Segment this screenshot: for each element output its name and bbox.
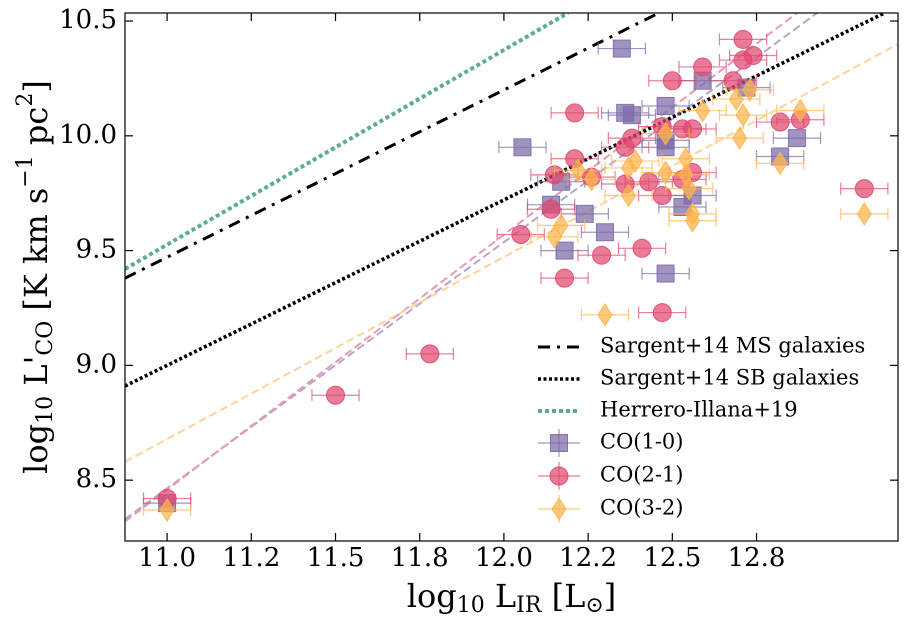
circle-marker (592, 245, 612, 265)
legend-label: Sargent+14 SB galaxies (600, 366, 859, 390)
diamond-marker (695, 98, 711, 123)
diamond-marker (684, 201, 701, 226)
square-marker (595, 223, 614, 242)
x-tick-label: 11.0 (138, 543, 196, 573)
x-tick-label: 12.2 (559, 543, 617, 573)
circle-marker (662, 71, 682, 91)
x-tick-label: 11.5 (307, 543, 365, 573)
fit-line (125, 43, 898, 463)
reference-line (125, 13, 660, 280)
y-tick-label: 9.0 (76, 349, 117, 379)
square-marker (656, 264, 675, 283)
y-axis-label-part: −1 (13, 155, 38, 187)
square-marker (555, 241, 574, 260)
circle-marker (420, 344, 440, 364)
x-axis-label-part: [L (541, 577, 585, 615)
x-axis-label-part: ⊙ (585, 593, 603, 618)
circle-marker (555, 268, 575, 288)
diamond-marker (597, 302, 613, 327)
y-axis-label-part: log (17, 424, 55, 474)
diamond-marker (551, 497, 567, 521)
diamond-marker (772, 151, 788, 176)
circle-marker (511, 225, 531, 245)
diamond-marker (159, 498, 175, 522)
diamond-marker (627, 149, 643, 174)
legend-label: Herrero-Illana+19 (600, 398, 798, 422)
square-marker (787, 129, 806, 148)
axes-frame (124, 12, 899, 542)
y-axis-label-part: CO (33, 321, 58, 356)
x-tick-label: 12.0 (475, 543, 533, 573)
circle-marker (652, 186, 672, 206)
diamond-marker (658, 160, 674, 185)
x-axis-label-part: log (407, 577, 457, 615)
diamond-marker (742, 77, 758, 102)
legend-label: CO(2-1) (600, 463, 684, 487)
x-axis-label-part: 10 (457, 593, 485, 618)
x-tick-label: 12.8 (728, 543, 786, 573)
legend-label: CO(3-2) (600, 496, 684, 520)
y-tick-label: 9.5 (76, 235, 117, 265)
plot-area (125, 13, 898, 523)
y-tick-label: 10.0 (59, 120, 117, 150)
circle-marker (733, 29, 753, 49)
square-marker (622, 106, 641, 125)
circle-marker (770, 112, 790, 132)
x-tick-label: 11.8 (391, 543, 449, 573)
diamond-marker (728, 87, 744, 112)
diamond-marker (681, 176, 697, 201)
x-axis-label: log10 LIR [L⊙] (407, 577, 617, 619)
circle-marker (565, 103, 585, 123)
diamond-marker (583, 167, 600, 192)
square-marker (513, 138, 532, 157)
y-axis-label-part: 2 (13, 93, 38, 107)
diamond-marker (620, 183, 637, 208)
circle-marker (326, 385, 346, 405)
legend-label: Sargent+14 MS galaxies (600, 334, 865, 358)
circle-marker (632, 238, 652, 258)
circle-marker (743, 45, 763, 65)
circle-marker (622, 128, 642, 148)
diamond-marker (735, 103, 751, 128)
y-axis-label: log10 L'CO [K km s−1 pc2] (13, 80, 58, 474)
fit-line (125, 13, 818, 520)
x-axis-label-part: L (485, 577, 516, 615)
reference-line (125, 13, 886, 388)
y-tick-label: 10.5 (59, 5, 117, 35)
diamond-marker (553, 213, 569, 238)
x-axis-label-part: IR (516, 593, 543, 618)
circle-marker (541, 199, 561, 219)
circle-marker (854, 179, 874, 199)
x-tick-label: 12.5 (643, 543, 701, 573)
diamond-marker (792, 98, 808, 123)
square-marker (656, 96, 675, 115)
y-axis-label-part: [K km s (17, 188, 55, 321)
y-axis-label-part: 10 (33, 396, 58, 424)
diamond-marker (570, 158, 586, 183)
circle-marker (549, 466, 569, 486)
y-tick-label: 8.5 (76, 464, 117, 494)
square-marker (612, 39, 631, 58)
x-tick-label: 11.2 (222, 543, 280, 573)
diamond-marker (732, 126, 748, 151)
diamond-marker (856, 201, 872, 226)
circle-marker (693, 57, 713, 77)
square-marker (550, 434, 568, 452)
y-axis-label-part: pc (17, 107, 55, 156)
y-axis-label-part: ] (17, 80, 55, 92)
diamond-marker (658, 121, 674, 146)
legend-label: CO(1-0) (600, 430, 684, 454)
fit-line (125, 13, 798, 523)
x-axis-label-part: ] (604, 577, 616, 615)
y-axis-label-part: L' (17, 356, 55, 396)
circle-marker (652, 303, 672, 323)
circle-marker (683, 119, 703, 139)
reference-line (125, 13, 569, 271)
